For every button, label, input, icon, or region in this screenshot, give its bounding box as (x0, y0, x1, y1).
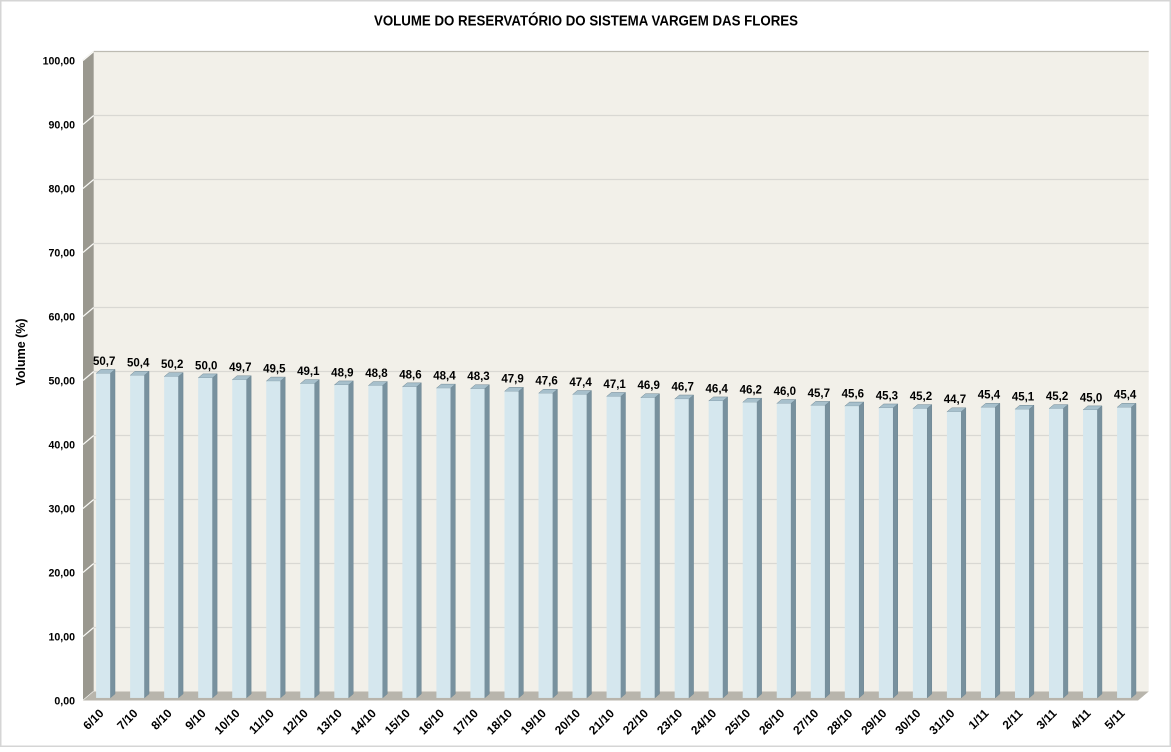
svg-text:47,6: 47,6 (535, 376, 557, 388)
svg-text:46,4: 46,4 (706, 383, 729, 395)
svg-text:48,4: 48,4 (433, 371, 456, 383)
svg-text:60,00: 60,00 (48, 311, 75, 323)
svg-text:49,1: 49,1 (297, 366, 320, 378)
svg-text:50,00: 50,00 (48, 375, 75, 387)
svg-text:VOLUME DO RESERVATÓRIO DO SIST: VOLUME DO RESERVATÓRIO DO SISTEMA VARGEM… (374, 12, 798, 30)
svg-text:47,4: 47,4 (569, 377, 592, 389)
svg-text:20,00: 20,00 (48, 567, 75, 579)
svg-text:50,7: 50,7 (93, 356, 115, 368)
svg-text:40,00: 40,00 (48, 439, 75, 451)
svg-text:48,9: 48,9 (331, 367, 353, 379)
svg-text:30,00: 30,00 (48, 503, 75, 515)
svg-text:45,4: 45,4 (978, 390, 1001, 402)
svg-text:45,6: 45,6 (842, 388, 864, 400)
svg-text:46,2: 46,2 (740, 385, 762, 397)
svg-text:45,1: 45,1 (1012, 392, 1035, 404)
svg-text:46,7: 46,7 (672, 381, 694, 393)
svg-text:45,2: 45,2 (1046, 391, 1068, 403)
svg-text:10,00: 10,00 (48, 631, 75, 643)
svg-text:0,00: 0,00 (54, 695, 75, 707)
svg-text:100,00: 100,00 (43, 55, 76, 67)
svg-text:45,4: 45,4 (1114, 390, 1137, 402)
svg-text:90,00: 90,00 (48, 119, 75, 131)
svg-text:44,7: 44,7 (944, 394, 966, 406)
svg-text:Volume (%): Volume (%) (14, 318, 28, 385)
svg-text:45,2: 45,2 (910, 391, 932, 403)
svg-text:45,7: 45,7 (808, 388, 830, 400)
svg-text:50,4: 50,4 (127, 358, 150, 370)
svg-text:50,0: 50,0 (195, 360, 217, 372)
svg-text:47,1: 47,1 (603, 379, 626, 391)
svg-text:48,8: 48,8 (365, 368, 388, 380)
svg-text:48,6: 48,6 (399, 369, 421, 381)
svg-text:49,7: 49,7 (229, 362, 251, 374)
svg-text:50,2: 50,2 (161, 359, 183, 371)
svg-text:45,3: 45,3 (876, 390, 898, 402)
svg-text:45,0: 45,0 (1080, 392, 1102, 404)
svg-text:70,00: 70,00 (48, 247, 75, 259)
svg-text:49,5: 49,5 (263, 364, 286, 376)
svg-text:47,9: 47,9 (501, 374, 523, 386)
svg-text:80,00: 80,00 (48, 183, 75, 195)
svg-text:48,3: 48,3 (467, 371, 489, 383)
svg-text:46,0: 46,0 (774, 386, 796, 398)
svg-text:46,9: 46,9 (637, 380, 659, 392)
